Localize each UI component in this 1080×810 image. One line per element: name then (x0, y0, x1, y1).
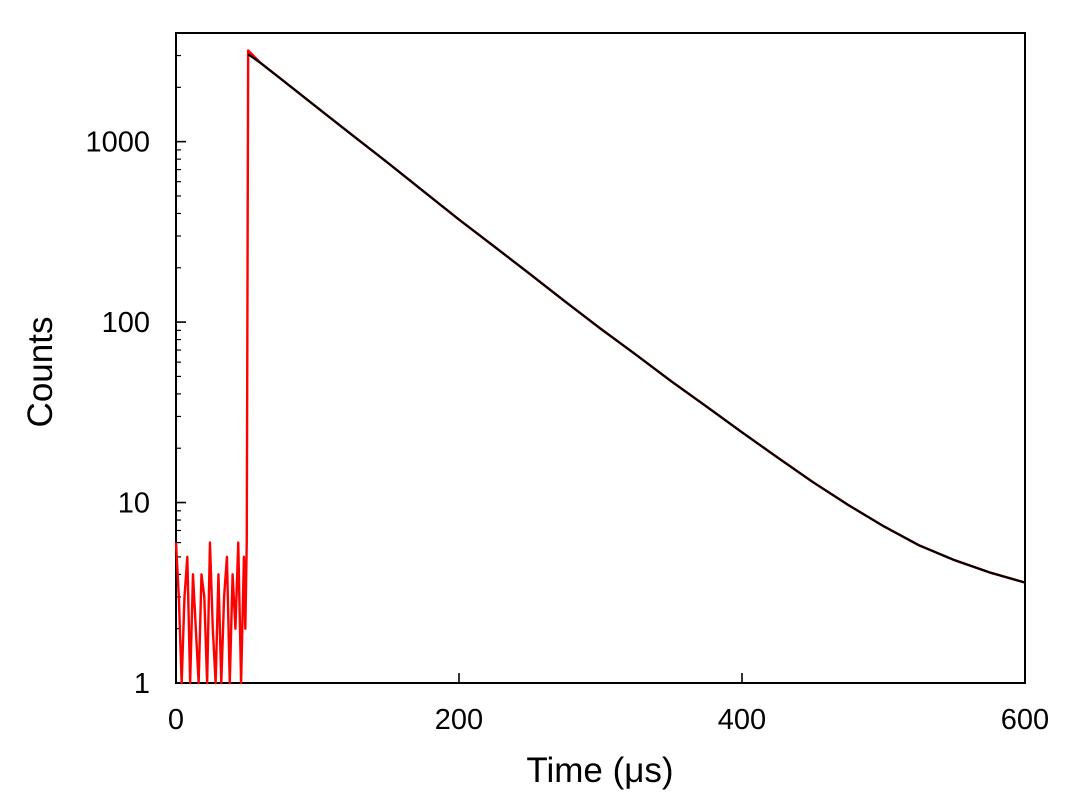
x-tick-label: 600 (1001, 704, 1049, 736)
y-axis-title: Counts (21, 317, 60, 428)
y-minor-ticks (176, 32, 181, 630)
y-tick-label: 1 (134, 668, 150, 700)
plot-frame (175, 32, 1026, 684)
x-tick-label: 200 (435, 704, 483, 736)
measured-decay-curve (174, 49, 1026, 685)
fit-curve (247, 53, 1026, 584)
y-tick-label: 10 (118, 488, 150, 520)
y-tick-label: 1000 (85, 127, 150, 159)
tick-labels: 1 10 100 1000 0 200 400 600 (85, 127, 1049, 736)
series-layer (174, 49, 1026, 685)
x-tick-label: 400 (718, 704, 766, 736)
y-tick-label: 100 (102, 307, 150, 339)
x-tick-label: 0 (168, 704, 184, 736)
x-axis-title: Time (μs) (526, 751, 673, 790)
major-ticks (175, 140, 1026, 684)
